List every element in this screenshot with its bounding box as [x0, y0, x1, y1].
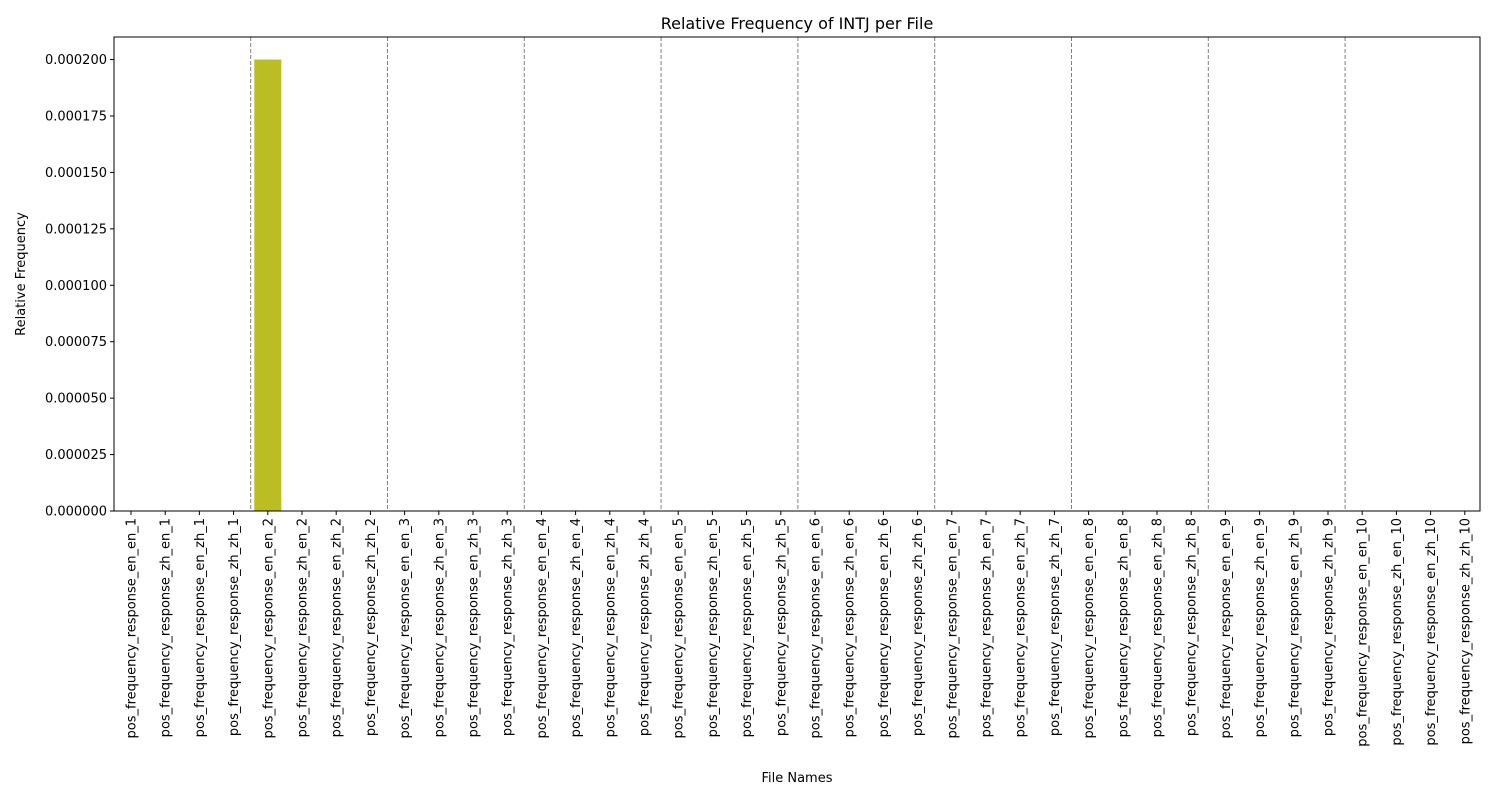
- y-axis: 0.000000 0.000025 0.000050 0.000075 0.000100…: [45, 53, 114, 520]
- x-tick-label: pos_frequency_response_zh_zh_2: [364, 518, 379, 736]
- x-tick-label: pos_frequency_response_zh_en_4: [569, 518, 584, 737]
- x-tick-label: pos_frequency_response_en_en_8: [1082, 518, 1097, 738]
- x-tick-label: pos_frequency_response_zh_zh_3: [501, 518, 516, 736]
- y-axis-label: Relative Frequency: [14, 212, 29, 336]
- x-tick-label: pos_frequency_response_zh_zh_10: [1458, 518, 1473, 744]
- y-tick-label: 0.000125: [45, 222, 107, 237]
- x-axis: pos_frequency_response_en_en_1 pos_freque…: [125, 511, 1473, 747]
- x-tick-label: pos_frequency_response_en_en_4: [535, 518, 550, 738]
- bar: [254, 59, 282, 511]
- x-tick-label: pos_frequency_response_en_zh_4: [603, 518, 618, 737]
- x-tick-label: pos_frequency_response_en_zh_7: [1014, 518, 1029, 737]
- x-tick-label: pos_frequency_response_en_zh_5: [740, 518, 755, 737]
- x-tick-label: pos_frequency_response_en_zh_2: [330, 518, 345, 737]
- x-tick-label: pos_frequency_response_zh_en_3: [432, 518, 447, 737]
- y-tick-label: 0.000025: [45, 448, 107, 463]
- x-tick-label: pos_frequency_response_en_zh_1: [193, 518, 208, 737]
- x-tick-label: pos_frequency_response_zh_zh_1: [227, 518, 242, 736]
- x-tick-label: pos_frequency_response_zh_en_1: [159, 518, 174, 737]
- y-tick-label: 0.000050: [45, 392, 107, 407]
- group-separators: [250, 37, 1346, 511]
- x-tick-label: pos_frequency_response_en_zh_6: [877, 518, 892, 737]
- plot-frame: [113, 36, 1481, 512]
- x-tick-label: pos_frequency_response_zh_en_5: [706, 518, 721, 737]
- y-tick-label: 0.000100: [45, 279, 107, 294]
- x-tick-label: pos_frequency_response_en_en_9: [1219, 518, 1234, 738]
- x-tick-label: pos_frequency_response_zh_en_8: [1116, 518, 1131, 737]
- x-tick-label: pos_frequency_response_zh_en_9: [1253, 518, 1268, 737]
- x-tick-label: pos_frequency_response_en_en_10: [1356, 518, 1371, 747]
- x-tick-label: pos_frequency_response_en_zh_8: [1151, 518, 1166, 737]
- x-tick-label: pos_frequency_response_zh_zh_7: [1048, 518, 1063, 736]
- x-tick-label: pos_frequency_response_en_zh_3: [467, 518, 482, 737]
- y-tick-label: 0.000000: [45, 505, 107, 520]
- x-tick-label: pos_frequency_response_zh_zh_6: [911, 518, 926, 736]
- x-axis-label: File Names: [761, 771, 832, 786]
- x-tick-label: pos_frequency_response_en_zh_9: [1287, 518, 1302, 737]
- x-tick-label: pos_frequency_response_en_en_2: [261, 518, 276, 738]
- x-tick-label: pos_frequency_response_en_en_3: [398, 518, 413, 738]
- x-tick-label: pos_frequency_response_zh_zh_5: [774, 518, 789, 736]
- bars: [254, 59, 282, 511]
- x-tick-label: pos_frequency_response_en_en_7: [945, 518, 960, 738]
- x-tick-label: pos_frequency_response_zh_zh_4: [638, 518, 653, 736]
- x-tick-label: pos_frequency_response_zh_en_7: [980, 518, 995, 737]
- x-tick-label: pos_frequency_response_en_en_5: [672, 518, 687, 738]
- x-tick-label: pos_frequency_response_zh_en_10: [1390, 518, 1405, 746]
- y-tick-label: 0.000150: [45, 166, 107, 181]
- chart-title: Relative Frequency of INTJ per File: [661, 14, 934, 33]
- x-tick-label: pos_frequency_response_zh_en_2: [296, 518, 311, 737]
- x-tick-label: pos_frequency_response_en_en_1: [125, 518, 140, 738]
- x-tick-label: pos_frequency_response_en_zh_10: [1424, 518, 1439, 746]
- x-tick-label: pos_frequency_response_en_en_6: [809, 518, 824, 738]
- y-tick-label: 0.000075: [45, 335, 107, 350]
- x-tick-label: pos_frequency_response_zh_zh_9: [1322, 518, 1337, 736]
- x-tick-label: pos_frequency_response_zh_en_6: [843, 518, 858, 737]
- y-tick-label: 0.000200: [45, 53, 107, 68]
- x-tick-label: pos_frequency_response_zh_zh_8: [1185, 518, 1200, 736]
- y-tick-label: 0.000175: [45, 110, 107, 125]
